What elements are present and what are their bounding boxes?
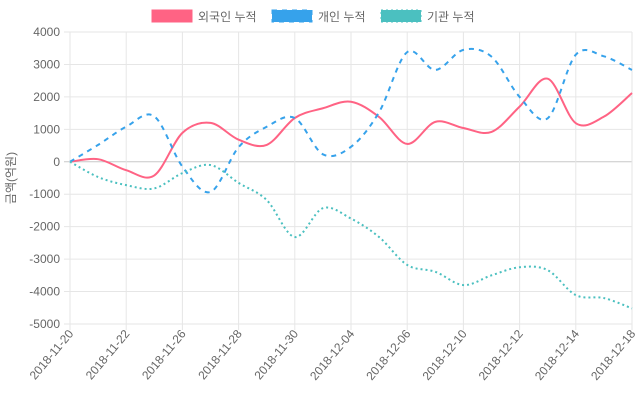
x-tick-label: 2018-11-30 <box>251 327 301 383</box>
y-tick-label: -4000 <box>29 285 60 299</box>
x-tick-label: 2018-11-20 <box>27 327 77 383</box>
y-axis-label: 금액(억원) <box>4 152 18 204</box>
series-line-2 <box>69 47 633 194</box>
legend-label: 개인 누적 <box>318 10 366 24</box>
y-tick-label: 1000 <box>33 122 60 136</box>
y-tick-label: 0 <box>53 155 60 169</box>
y-tick-label: -5000 <box>29 317 60 331</box>
x-tick-label: 2018-12-04 <box>307 327 357 383</box>
y-tick-label: 3000 <box>33 57 60 71</box>
y-tick-label: -2000 <box>29 220 60 234</box>
legend: 외국인 누적 개인 누적 기관 누적 <box>151 9 475 24</box>
legend-label: 기관 누적 <box>427 10 475 24</box>
x-tick-label: 2018-11-26 <box>139 327 189 383</box>
grid <box>64 31 633 330</box>
legend-label: 외국인 누적 <box>198 10 257 24</box>
y-tick-label: 4000 <box>33 25 60 39</box>
y-axis: -5000 -4000 -3000 -2000 -1000 0 1000 2000 3000 40… <box>29 25 60 331</box>
legend-swatch <box>380 9 422 23</box>
series-line-3 <box>69 160 633 310</box>
x-tick-label: 2018-12-10 <box>420 327 470 383</box>
x-tick-label: 2018-11-28 <box>195 327 245 383</box>
legend-swatch <box>271 9 313 23</box>
y-tick-label: -1000 <box>29 187 60 201</box>
x-axis: 2018-11-20 2018-11-22 2018-11-26 2018-11-28… <box>27 327 639 383</box>
y-tick-label: -3000 <box>29 252 60 266</box>
series-group <box>69 47 633 310</box>
x-tick-label: 2018-12-18 <box>588 327 638 383</box>
legend-swatch <box>151 9 193 23</box>
y-tick-label: 2000 <box>33 90 60 104</box>
x-tick-label: 2018-11-22 <box>83 327 133 383</box>
x-tick-label: 2018-12-12 <box>476 327 526 383</box>
x-tick-label: 2018-12-06 <box>363 327 413 383</box>
series-line-1 <box>69 77 633 179</box>
x-tick-label: 2018-12-14 <box>532 327 582 383</box>
